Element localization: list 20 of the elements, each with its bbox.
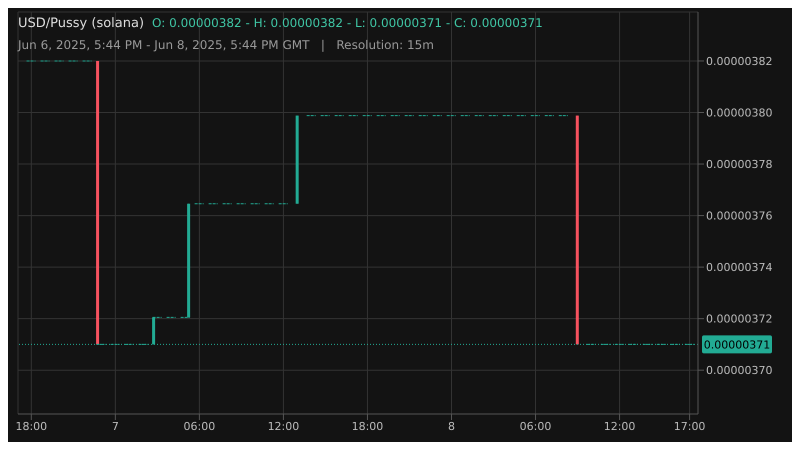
y-tick-label: 0.00000374 [706,261,772,274]
chart-title: USD/Pussy (solana) [18,16,144,31]
x-tick-label: 06:00 [184,420,216,433]
x-tick-label: 06:00 [520,420,552,433]
x-tick-label: 7 [112,420,119,433]
x-tick-label: 18:00 [352,420,384,433]
x-tick-label: 18:00 [15,420,48,433]
annotation: Jun 6, 2025, 5:44 PM - Jun 8, 2025, 5:44 PM GMT | Resolution: 15m [18,38,434,52]
y-tick-label: 0.00000378 [706,158,772,171]
x-tick-label: 8 [448,420,455,433]
ref-line-label: 0.00000371 [704,338,770,352]
x-tick-label: 17:00 [674,420,706,433]
y-tick-label: 0.00000380 [706,106,772,120]
y-tick-label: 0.00000372 [706,312,772,326]
y-tick-label: 0.00000382 [706,54,772,68]
chart-subtitle: O: 0.00000382 - H: 0.00000382 - L: 0.00000371 - C: 0.00000371 [152,16,543,30]
y-tick-label: 0.00000370 [706,364,772,378]
x-tick-label: 12:00 [268,420,300,433]
y-tick-label: 0.00000376 [706,209,772,222]
x-tick-label: 12:00 [604,420,636,433]
